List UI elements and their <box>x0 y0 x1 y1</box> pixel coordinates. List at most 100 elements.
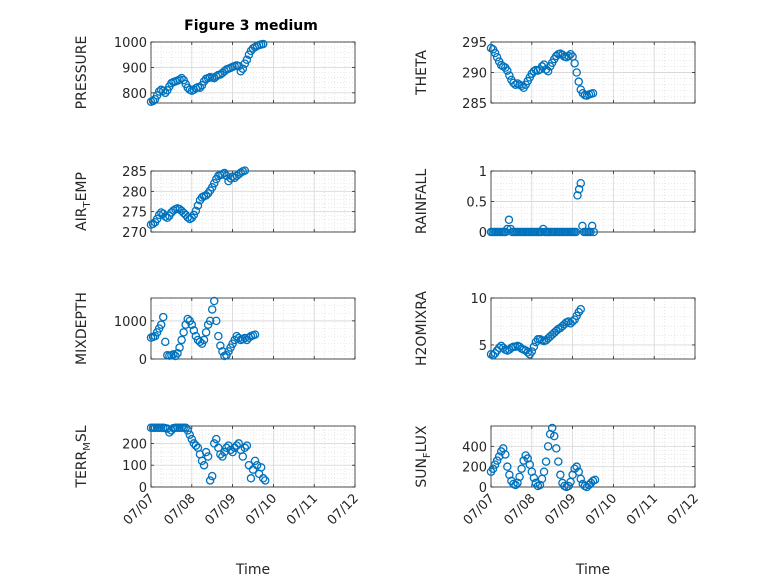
data-point <box>572 68 581 77</box>
data-point <box>250 330 260 339</box>
subplot-4: 0 0.5 1 RAINFALL <box>414 165 696 241</box>
y-tick-label: 200 <box>462 461 487 476</box>
data-point <box>189 326 199 335</box>
y-tick-label: 100 <box>122 459 147 474</box>
x-tick-label: 07/07 <box>461 491 498 528</box>
data-point <box>523 348 532 357</box>
data-point <box>572 462 581 471</box>
data-point <box>169 350 178 359</box>
data-point <box>214 331 223 341</box>
data-point <box>163 213 172 223</box>
data-point <box>154 87 164 96</box>
data-point <box>187 320 197 329</box>
data-point <box>490 48 500 58</box>
y-tick-label: 295 <box>462 36 487 51</box>
data-point <box>187 434 197 444</box>
y-axis-label-main: H2OMIXRA <box>414 291 430 366</box>
data-point <box>574 77 583 86</box>
data-point <box>505 71 514 80</box>
y-tick-label: 0 <box>479 481 487 496</box>
y-axis-label-main: THETA <box>414 50 430 96</box>
data-point <box>566 49 575 59</box>
y-tick-label: 1 <box>479 165 487 180</box>
data-point <box>588 88 598 98</box>
data-point <box>216 450 225 459</box>
y-tick-label: 200 <box>122 437 147 452</box>
y-axis-label-main: SUN <box>414 458 430 488</box>
data-point <box>517 464 526 473</box>
data-point <box>177 73 186 83</box>
data-point <box>586 227 595 237</box>
data-point <box>183 426 192 435</box>
y-tick-label: 285 <box>122 165 147 180</box>
data-point <box>199 335 209 345</box>
data-point <box>175 343 184 352</box>
y-tick-label: 0 <box>139 481 147 496</box>
y-tick-label: 270 <box>122 226 147 241</box>
y-tick-label: 5 <box>479 339 487 354</box>
data-point <box>207 305 217 314</box>
x-tick-label: 07/11 <box>284 491 321 528</box>
data-point <box>238 64 248 73</box>
data-point <box>216 341 225 350</box>
data-point <box>529 342 539 352</box>
data-point <box>564 51 573 61</box>
data-point <box>199 460 209 470</box>
data-point <box>191 206 201 216</box>
data-point <box>511 480 520 490</box>
data-point <box>201 328 211 337</box>
data-point <box>568 317 577 326</box>
y-tick-label: 400 <box>462 440 487 455</box>
data-point <box>236 66 246 76</box>
axes-box <box>490 297 696 360</box>
y-axis-label-tail: SL <box>74 425 90 442</box>
data-point <box>212 316 221 326</box>
x-axis-label: Time <box>235 562 270 578</box>
data-point <box>527 347 537 356</box>
data-point <box>543 442 553 451</box>
data-point <box>179 328 188 337</box>
data-point <box>156 320 166 329</box>
y-axis-label-main: RAINFALL <box>414 169 430 234</box>
data-point <box>252 460 262 470</box>
data-point <box>571 227 581 237</box>
y-tick-label: 0 <box>139 353 147 368</box>
data-point <box>207 183 217 192</box>
data-point <box>158 86 168 96</box>
y-axis-label: RAINFALL <box>414 169 430 234</box>
subplot-3: 270 275 280 285 AIRTEMP <box>74 165 356 241</box>
data-point <box>240 443 250 453</box>
data-point <box>543 67 553 76</box>
data-point <box>554 457 563 466</box>
data-point <box>148 96 158 106</box>
data-point <box>504 215 514 225</box>
data-point <box>547 423 557 433</box>
data-point <box>195 83 205 93</box>
y-axis-label: SUNFLUX <box>414 425 433 488</box>
y-axis-label-main: TERR <box>74 450 90 488</box>
data-point <box>175 75 184 84</box>
data-point <box>490 460 500 469</box>
axes-box <box>490 425 696 488</box>
data-point <box>209 178 219 188</box>
y-axis-label-main: AIR <box>74 207 90 231</box>
data-point <box>207 471 217 481</box>
data-point <box>258 474 268 483</box>
subplot-8: 0 200 400 07/07 07/08 07/09 07/10 07/11 07/12 Tim… <box>414 423 702 578</box>
y-tick-label: 280 <box>122 185 147 200</box>
data-point <box>234 333 243 343</box>
data-point <box>238 452 248 461</box>
data-point <box>181 423 190 432</box>
data-point <box>189 210 199 220</box>
data-point <box>519 456 528 465</box>
data-point <box>195 337 205 347</box>
data-point <box>173 349 182 358</box>
data-point <box>203 452 213 461</box>
y-axis-label: AIRTEMP <box>74 172 93 231</box>
data-point <box>250 456 260 466</box>
x-tick-label: 07/10 <box>583 491 620 528</box>
figure-title: Figure 3 medium <box>184 18 318 34</box>
y-axis-label-subscript: T <box>82 201 93 209</box>
y-axis-label-subscript: F <box>422 452 433 458</box>
data-point <box>222 443 231 453</box>
